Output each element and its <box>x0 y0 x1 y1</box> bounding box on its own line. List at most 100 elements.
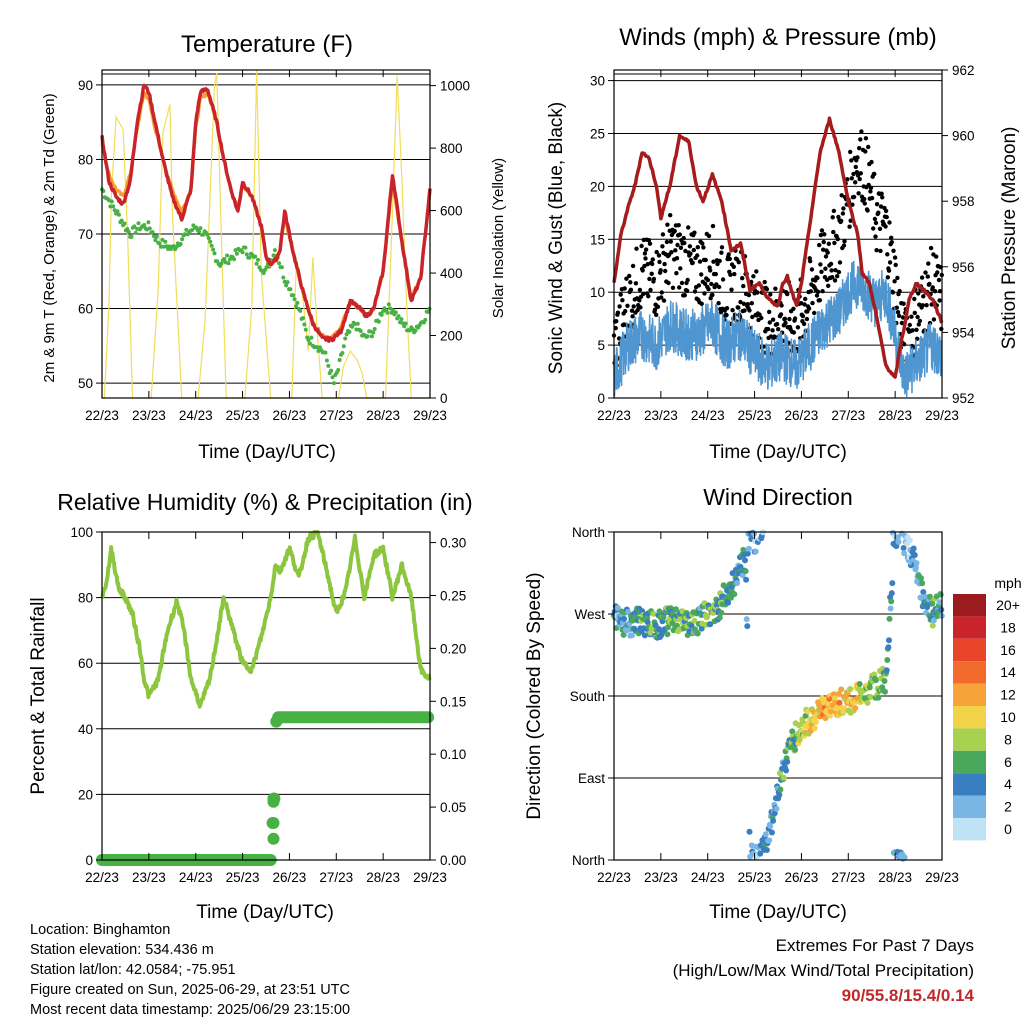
gust-point <box>770 328 775 333</box>
gust-point <box>659 290 664 295</box>
direction-point <box>885 644 892 651</box>
gust-point <box>679 280 685 286</box>
gust-point <box>889 235 894 240</box>
gust-point <box>839 193 844 198</box>
direction-point <box>789 728 796 735</box>
gust-point <box>672 228 677 234</box>
gust-point <box>925 274 930 279</box>
gust-point <box>731 264 736 269</box>
legend-label-5: 10 <box>1000 709 1016 725</box>
gust-point <box>674 271 679 276</box>
gust-point <box>742 308 747 313</box>
gust-point <box>649 271 654 276</box>
dewpoint-point <box>295 300 300 305</box>
gust-point <box>668 213 673 218</box>
gust-point <box>691 247 696 253</box>
direction-point <box>734 580 741 586</box>
legend-label-2: 16 <box>1000 642 1016 658</box>
direction-point <box>924 604 931 611</box>
direction-point <box>743 576 750 583</box>
gust-point <box>773 286 778 291</box>
gust-point <box>727 256 732 262</box>
gust-point <box>647 241 653 246</box>
gust-point <box>787 316 792 322</box>
gust-point <box>688 251 693 256</box>
gust-point <box>910 328 915 333</box>
dewpoint-point <box>253 254 258 259</box>
gust-point <box>829 268 834 273</box>
gust-point <box>817 242 822 248</box>
y2-tick-label-5: 962 <box>952 63 975 78</box>
gust-point <box>822 232 827 237</box>
gust-point <box>830 215 835 220</box>
dewpoint-point <box>234 251 239 256</box>
gust-point <box>901 342 907 347</box>
direction-point <box>644 614 651 621</box>
legend-label-6: 8 <box>1004 731 1012 747</box>
y-tick-label-3: 80 <box>78 152 93 167</box>
x-tick-label-4: 26/23 <box>273 870 307 885</box>
gust-point <box>862 196 867 202</box>
gust-point <box>717 258 722 264</box>
humidity-ylabel: Percent & Total Rainfall <box>28 597 49 794</box>
dewpoint-point <box>323 350 328 355</box>
direction-point <box>731 591 738 598</box>
gust-point <box>912 310 917 316</box>
gust-point <box>830 275 835 280</box>
y-tick-label-5: 100 <box>70 525 93 540</box>
legend-swatch-2 <box>953 638 986 662</box>
gust-point <box>716 301 721 306</box>
x-tick-label-4: 26/23 <box>273 408 307 423</box>
x-tick-label-7: 29/23 <box>925 408 959 423</box>
gust-point <box>802 302 807 307</box>
gust-point <box>924 303 929 308</box>
x-tick-label-3: 25/23 <box>738 408 772 423</box>
gust-point <box>681 235 686 241</box>
gust-point <box>654 312 659 317</box>
y-tick-label-2: 40 <box>78 722 93 737</box>
dewpoint-point <box>122 221 127 226</box>
gust-point <box>747 308 752 313</box>
legend-swatch-10 <box>953 818 986 841</box>
direction-point <box>748 842 755 849</box>
gust-point <box>692 289 698 294</box>
gust-point <box>883 224 888 229</box>
gust-point <box>928 245 934 251</box>
dewpoint-point <box>386 302 391 307</box>
temperature-ylabel: 2m & 9m T (Red, Orange) & 2m Td (Green) <box>41 93 58 382</box>
dewpoint-point <box>178 242 183 246</box>
direction-point <box>718 609 725 616</box>
dewpoint-point <box>344 332 349 337</box>
direction-point <box>906 537 913 544</box>
gust-point <box>700 241 705 246</box>
gust-point <box>751 274 756 279</box>
dewpoint-point <box>222 257 227 261</box>
gust-point <box>819 228 825 233</box>
gust-point <box>823 266 828 271</box>
gust-series <box>611 129 944 378</box>
dewpoint-point <box>350 324 355 329</box>
dewpoint-point <box>153 238 158 243</box>
x-tick-label-1: 23/23 <box>132 870 166 885</box>
dewpoint-point <box>396 314 401 319</box>
dewpoint-point <box>306 338 311 342</box>
dewpoint-point <box>160 237 165 242</box>
x-tick-label-2: 24/23 <box>179 870 213 885</box>
gust-point <box>936 277 942 283</box>
gust-point <box>661 298 667 303</box>
gust-point <box>738 299 743 305</box>
gust-point <box>762 279 767 285</box>
gust-point <box>665 222 670 227</box>
dewpoint-point <box>277 261 282 266</box>
direction-point <box>664 631 671 638</box>
direction-point <box>919 580 926 587</box>
gust-point <box>866 144 871 150</box>
direction-point <box>875 694 882 701</box>
gust-point <box>819 269 824 274</box>
humidity-gridlines <box>102 531 430 795</box>
gust-point <box>837 260 843 265</box>
precip-point <box>267 832 280 845</box>
gust-point <box>889 240 894 245</box>
direction-point <box>792 746 799 753</box>
direction-point <box>767 823 774 829</box>
